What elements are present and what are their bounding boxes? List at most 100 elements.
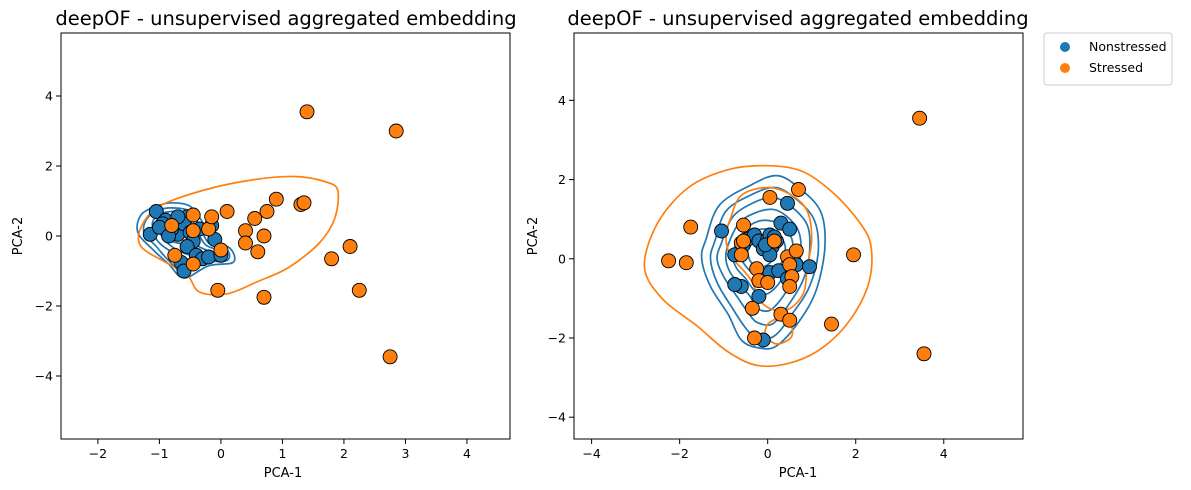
legend-label-stressed: Stressed bbox=[1089, 60, 1143, 75]
left-plot-frame bbox=[60, 32, 511, 440]
left-plot-title: deepOF - unsupervised aggregated embeddi… bbox=[55, 7, 516, 30]
right-x-tick-label: −2 bbox=[670, 446, 688, 461]
nonstressed-point bbox=[179, 239, 195, 254]
stressed-point bbox=[782, 279, 798, 294]
stressed-point bbox=[201, 221, 217, 237]
stressed-point bbox=[661, 253, 677, 269]
stressed-point bbox=[185, 223, 201, 239]
right-y-tick-label: −2 bbox=[548, 330, 566, 345]
stressed-point bbox=[733, 247, 749, 263]
left-x-tick-label: 1 bbox=[278, 446, 286, 461]
legend-item-nonstressed: Nonstressed bbox=[1060, 39, 1167, 54]
nonstressed-point bbox=[201, 249, 217, 265]
stressed-point bbox=[824, 316, 839, 332]
stressed-point bbox=[678, 255, 694, 271]
right-y-tick-label: −4 bbox=[548, 410, 566, 425]
legend-item-stressed: Stressed bbox=[1060, 60, 1143, 75]
stressed-point bbox=[683, 219, 699, 235]
stressed-point bbox=[782, 312, 798, 328]
stressed-point bbox=[250, 244, 266, 260]
legend: Nonstressed Stressed bbox=[1043, 32, 1173, 86]
stressed-point bbox=[912, 110, 928, 126]
stressed-point bbox=[766, 233, 782, 249]
stressed-point bbox=[299, 104, 315, 120]
stressed-point bbox=[167, 247, 183, 263]
legend-marker-nonstressed bbox=[1060, 42, 1070, 52]
nonstressed-point bbox=[148, 204, 164, 219]
stressed-point bbox=[256, 228, 272, 244]
stressed-point bbox=[324, 251, 340, 267]
nonstressed-point bbox=[782, 221, 798, 237]
legend-marker-stressed bbox=[1060, 63, 1070, 73]
left-x-tick-label: 0 bbox=[217, 446, 225, 461]
left-y-tick-label: 0 bbox=[45, 229, 53, 244]
right-plot-panel: deepOF - unsupervised aggregated embeddi… bbox=[526, 7, 1029, 481]
right-x-axis-label: PCA-1 bbox=[779, 466, 818, 481]
stressed-point bbox=[736, 233, 751, 249]
stressed-point bbox=[388, 123, 404, 139]
left-y-tick-label: 4 bbox=[45, 89, 53, 104]
stressed-point bbox=[342, 239, 358, 254]
stressed-point bbox=[747, 330, 762, 346]
nonstressed-point bbox=[802, 259, 817, 275]
left-x-tick-label: −2 bbox=[89, 446, 107, 461]
left-y-tick-label: −4 bbox=[35, 369, 53, 384]
legend-box bbox=[1043, 32, 1173, 86]
right-y-tick-label: 2 bbox=[558, 172, 566, 187]
nonstressed-point bbox=[780, 195, 795, 211]
left-x-tick-label: −1 bbox=[150, 446, 168, 461]
left-x-tick-label: 3 bbox=[401, 446, 409, 461]
stressed-point bbox=[256, 289, 272, 305]
stressed-point bbox=[268, 191, 284, 207]
left-x-tick-label: 2 bbox=[340, 446, 348, 461]
stressed-point bbox=[164, 218, 180, 233]
stressed-point bbox=[736, 217, 751, 233]
legend-label-nonstressed: Nonstressed bbox=[1089, 39, 1167, 54]
stressed-point bbox=[382, 349, 398, 365]
stressed-point bbox=[210, 282, 226, 298]
stressed-point bbox=[351, 282, 367, 298]
stressed-point bbox=[204, 209, 220, 225]
stressed-point bbox=[238, 235, 253, 251]
right-y-tick-label: 0 bbox=[558, 251, 566, 266]
stressed-point bbox=[846, 247, 861, 263]
nonstressed-point bbox=[714, 223, 729, 239]
left-y-tick-label: 2 bbox=[45, 159, 53, 174]
left-y-tick-label: −2 bbox=[35, 299, 53, 314]
stressed-point bbox=[247, 211, 263, 226]
stressed-point bbox=[219, 204, 235, 219]
left-y-axis-label: PCA-2 bbox=[11, 217, 26, 256]
stressed-point bbox=[185, 207, 201, 223]
nonstressed-density-contour-2 bbox=[709, 186, 820, 340]
right-x-tick-label: 0 bbox=[764, 446, 772, 461]
left-plot-panel: deepOF - unsupervised aggregated embeddi… bbox=[11, 7, 517, 481]
nonstressed-point bbox=[727, 277, 743, 292]
stressed-point bbox=[762, 189, 778, 205]
stressed-point bbox=[296, 195, 312, 211]
right-scatter-points bbox=[661, 110, 932, 362]
stressed-point bbox=[788, 243, 804, 259]
stressed-point bbox=[760, 275, 776, 290]
stressed-point bbox=[916, 346, 932, 362]
right-x-tick-label: −4 bbox=[582, 446, 600, 461]
left-scatter-points bbox=[142, 104, 404, 365]
stressed-point bbox=[744, 300, 760, 316]
left-axis-ticks: −2 −1 0 1 2 3 4 −4 −2 0 2 4 bbox=[35, 89, 471, 462]
right-plot-frame bbox=[573, 32, 1024, 440]
stressed-point bbox=[791, 182, 806, 197]
stressed-point bbox=[213, 242, 229, 258]
right-axis-ticks: −4 −2 0 2 4 −4 −2 0 2 4 bbox=[548, 93, 948, 461]
right-x-tick-label: 4 bbox=[940, 446, 948, 461]
right-y-axis-label: PCA-2 bbox=[526, 217, 541, 256]
nonstressed-density-contour-1 bbox=[700, 174, 826, 350]
nonstressed-point bbox=[751, 288, 767, 304]
right-y-tick-label: 4 bbox=[558, 93, 566, 108]
stressed-density-contour-1 bbox=[643, 164, 873, 368]
stressed-point bbox=[185, 256, 201, 272]
left-x-tick-label: 4 bbox=[463, 446, 471, 461]
left-x-axis-label: PCA-1 bbox=[264, 466, 303, 481]
right-x-tick-label: 2 bbox=[852, 446, 860, 461]
right-plot-title: deepOF - unsupervised aggregated embeddi… bbox=[567, 7, 1028, 30]
